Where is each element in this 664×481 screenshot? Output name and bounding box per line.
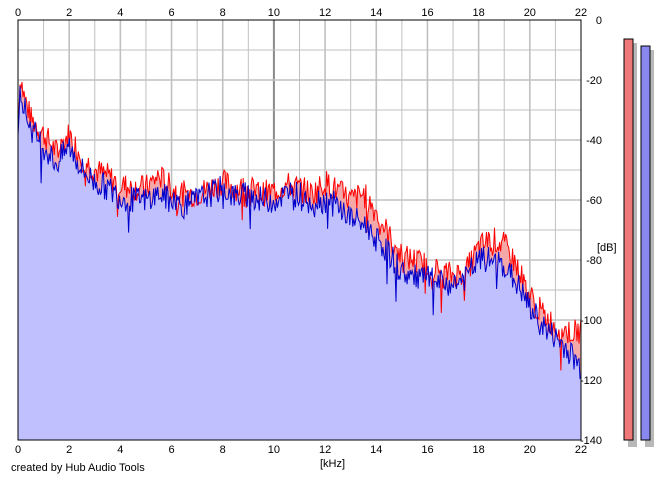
x-tick-label-top: 20 [524, 7, 536, 19]
credit-footer: created by Hub Audio Tools [11, 462, 145, 474]
spectrum-lines [17, 81, 582, 380]
x-tick-label-top: 18 [473, 7, 485, 19]
x-tick-label-top: 16 [421, 7, 433, 19]
x-tick-label-bottom: 8 [220, 444, 226, 456]
series-2-fill [18, 86, 581, 440]
y-tick-label: -60 [586, 195, 602, 207]
x-tick-label-top: 10 [268, 7, 280, 19]
x-tick-label-top: 14 [370, 7, 382, 19]
y-tick-label: -100 [580, 315, 602, 327]
x-tick-label-top: 4 [117, 7, 123, 19]
series-1-line [17, 81, 582, 371]
y-tick-label: -120 [580, 375, 602, 387]
x-tick-label-top: 8 [220, 7, 226, 19]
x-tick-label-top: 6 [168, 7, 174, 19]
level-meter-1 [623, 38, 634, 441]
y-tick-label: -140 [580, 435, 602, 447]
x-tick-label-bottom: 20 [524, 444, 536, 456]
x-axis-label: [kHz] [320, 458, 345, 470]
x-tick-labels-top: 0 2 4 6 8 10 12 14 16 18 20 22 [15, 7, 587, 19]
x-tick-label-bottom: 16 [421, 444, 433, 456]
x-tick-label-bottom: 22 [575, 444, 587, 456]
spectrum-fills [18, 81, 581, 441]
y-tick-labels: 0 -20 -40 -60 -80 -100 -120 -140 [580, 15, 602, 447]
level-meters [623, 38, 654, 447]
x-tick-label-bottom: 14 [370, 444, 382, 456]
x-tick-label-top: 12 [319, 7, 331, 19]
x-tick-label-top: 22 [575, 7, 587, 19]
x-tick-label-bottom: 6 [168, 444, 174, 456]
series-2-line [17, 86, 582, 380]
x-tick-label-bottom: 0 [15, 444, 21, 456]
x-tick-label-bottom: 10 [268, 444, 280, 456]
level-meter-2 [640, 45, 651, 441]
y-axis-label: [dB] [597, 242, 617, 254]
x-tick-label-top: 0 [15, 7, 21, 19]
y-tick-label: 0 [596, 15, 602, 27]
x-tick-labels-bottom: 0 2 4 6 8 10 12 14 16 18 20 22 [15, 444, 587, 456]
x-tick-label-bottom: 18 [473, 444, 485, 456]
x-tick-label-top: 2 [66, 7, 72, 19]
x-tick-label-bottom: 12 [319, 444, 331, 456]
y-tick-label: -80 [586, 255, 602, 267]
x-tick-label-bottom: 4 [117, 444, 123, 456]
plot-frame [17, 19, 582, 441]
x-tick-label-bottom: 2 [66, 444, 72, 456]
y-tick-label: -40 [586, 135, 602, 147]
y-tick-label: -20 [586, 75, 602, 87]
